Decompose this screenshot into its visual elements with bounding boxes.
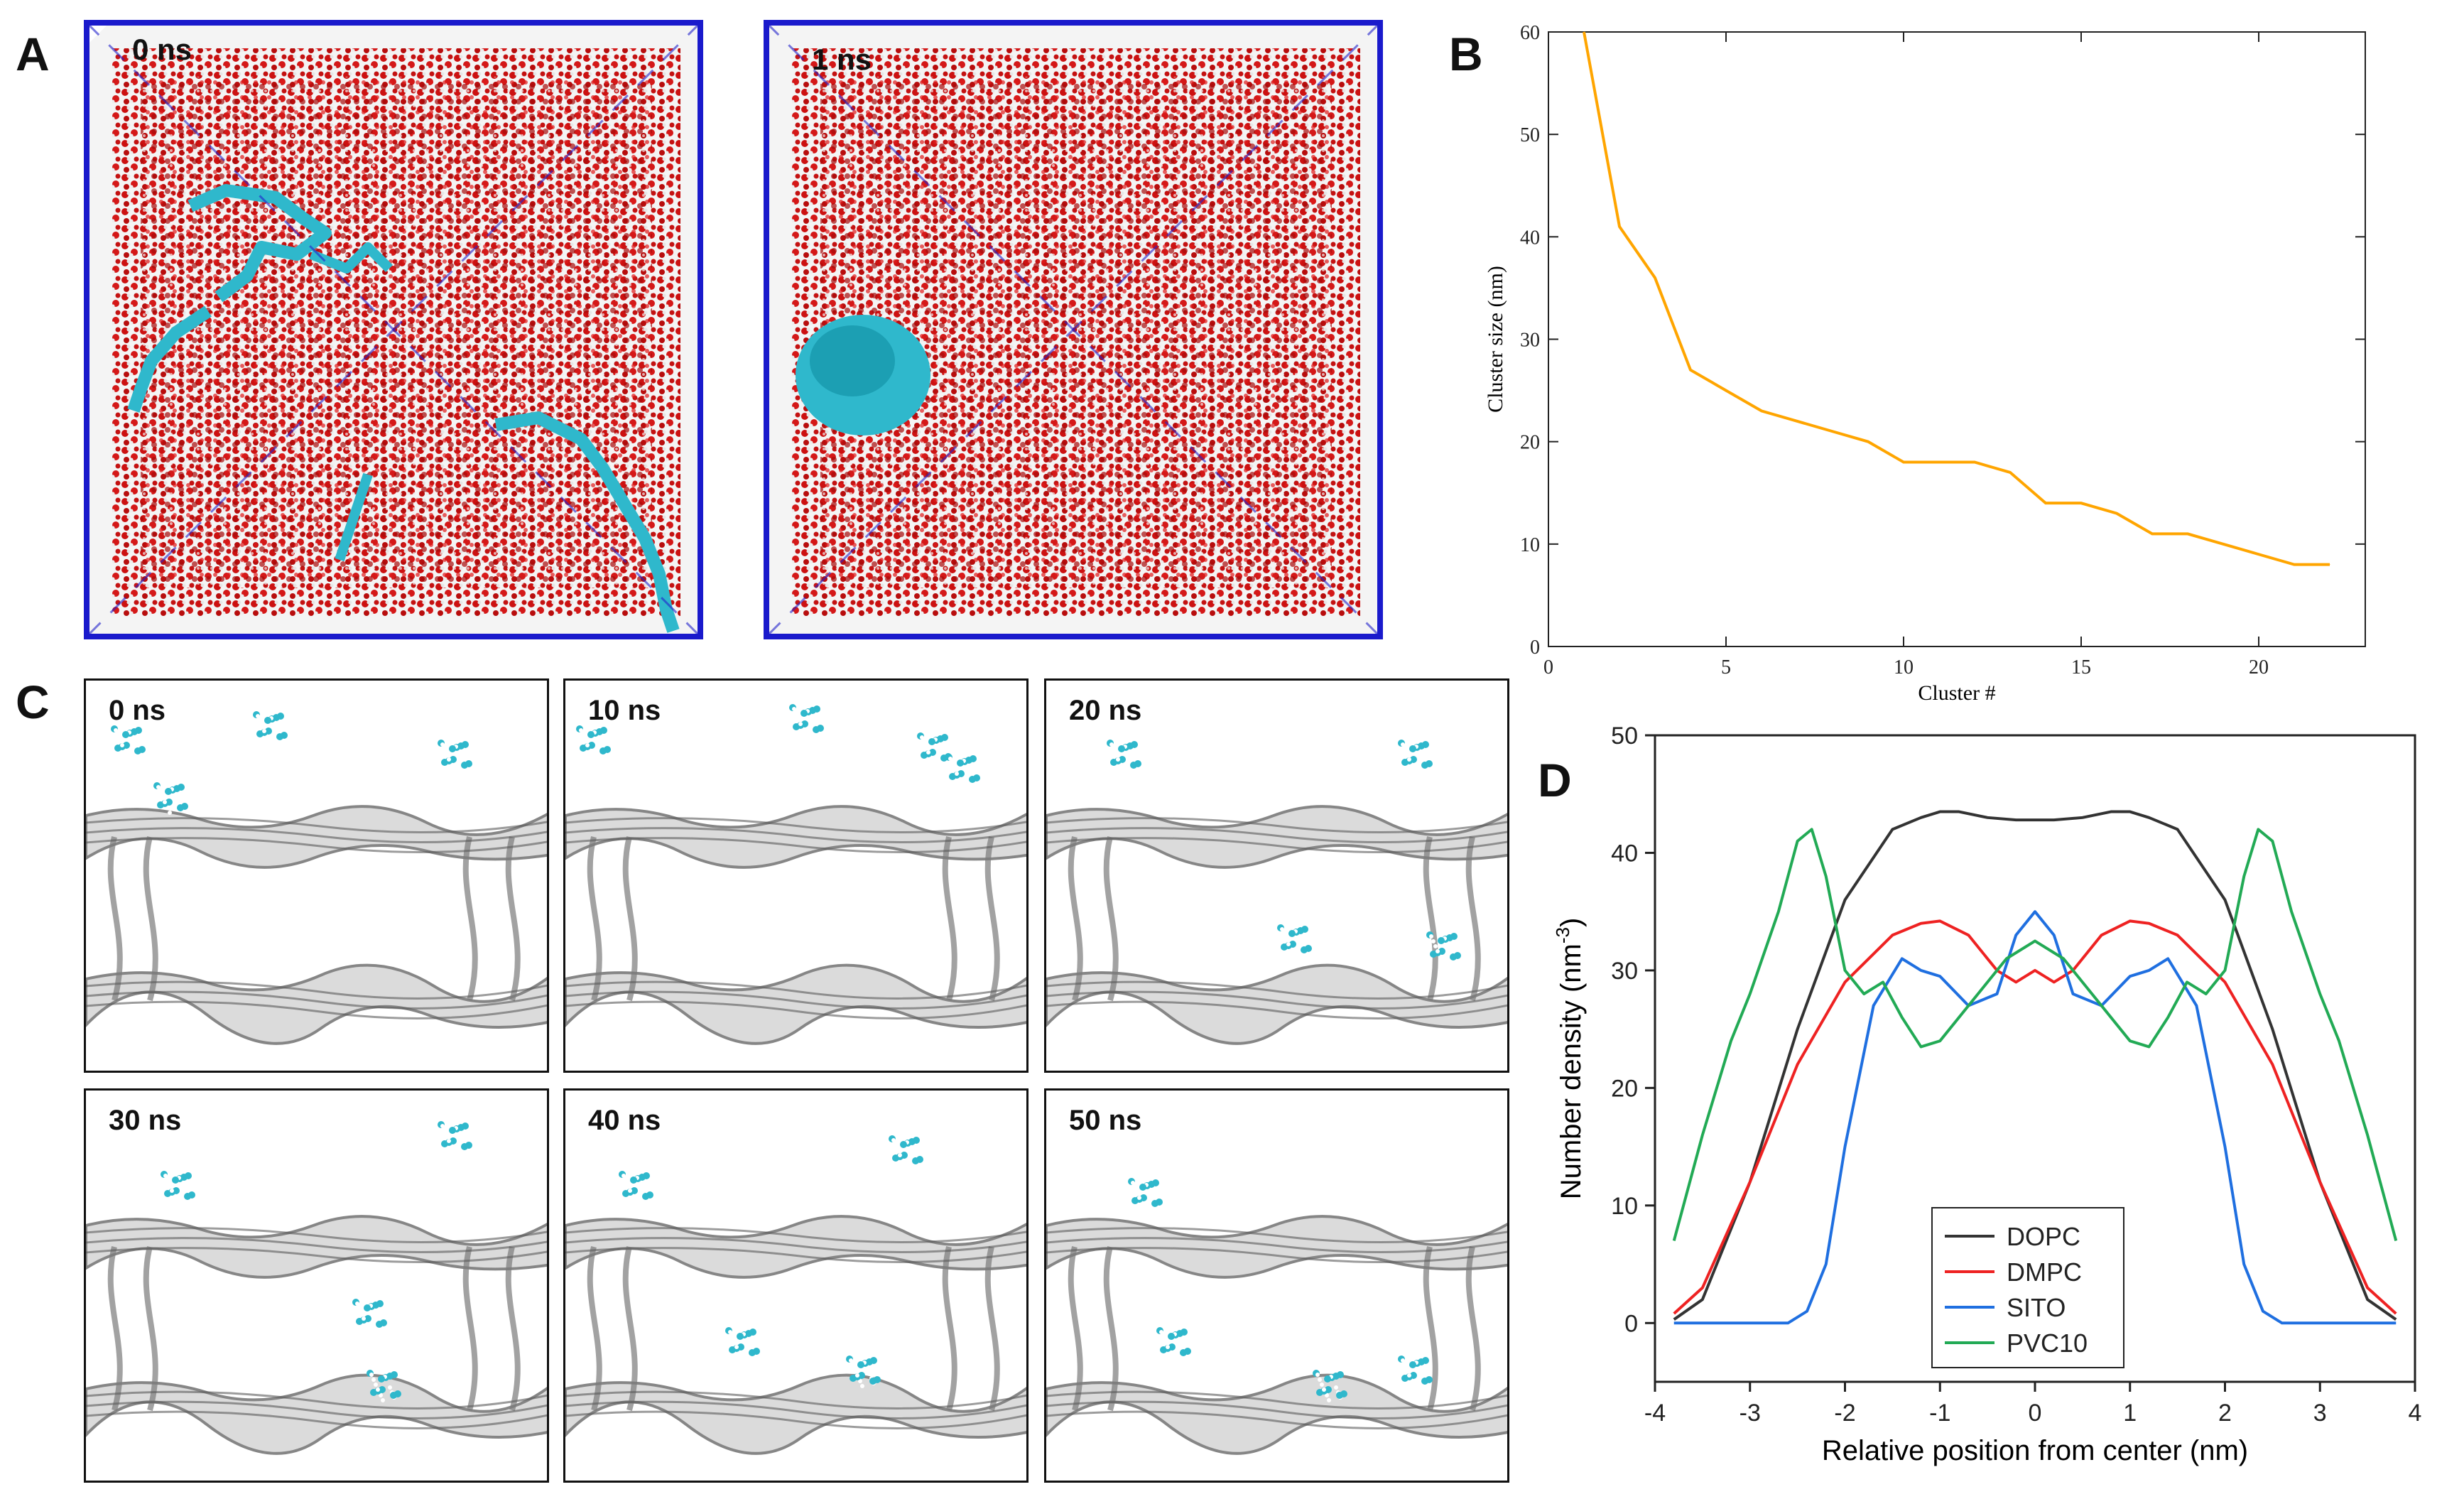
panel-a-right-snapshot: 1 ns [764,20,1383,639]
membrane-snapshot-time: 50 ns [1069,1105,1142,1136]
chart-b-xtick-label: 0 [1543,656,1553,678]
chart-d-xtick-label: -2 [1834,1400,1855,1427]
chart-b-axes: 0 5 10 15 20 0 10 20 30 40 50 60 [1520,22,2366,678]
water-box-right-image [764,20,1383,639]
chart-b-point [1583,31,1585,33]
chart-b-point [1619,226,1620,227]
chart-b-point [2080,502,2082,504]
chart-d-ytick-label: 30 [1611,958,1638,985]
chart-b-points [1583,31,2330,566]
chart-d-legend: DOPC DMPC SITO PVC10 [1931,1207,2124,1368]
panel-a-label: A [16,28,50,80]
chart-b-point [2294,564,2295,566]
chart-b-ylabel: Cluster size (nm) [1484,266,1507,413]
chart-b-point [1725,390,1727,391]
membrane-snapshot-time: 10 ns [588,695,661,726]
chart-d-legend-label: DMPC [2007,1257,2082,1287]
membrane-snapshot: 50 ns [1044,1088,1509,1483]
membrane-snapshot-time: 40 ns [588,1105,661,1136]
chart-b-xlabel: Cluster # [1918,681,1995,705]
panel-d-label: D [1538,754,1572,806]
chart-d-legend-label: DOPC [2007,1222,2080,1251]
chart-b-frame [1548,31,2366,647]
chart-d-ytick-label: 50 [1611,723,1638,750]
chart-d-ylabel-main: Number density (nm [1556,943,1587,1199]
membrane-snapshot: 30 ns [84,1088,549,1483]
chart-b-point [1690,369,1691,371]
chart-d-legend-label: SITO [2007,1293,2066,1322]
membrane-snapshot: 20 ns [1044,678,1509,1073]
chart-b-ytick-label: 40 [1520,227,1540,249]
chart-d-xtick-label: -3 [1740,1400,1761,1427]
panel-a-right-time: 1 ns [812,43,872,76]
chart-b-ytick-label: 20 [1520,432,1540,454]
chart-b-xtick-label: 5 [1721,656,1731,678]
chart-d-ylabel-sup: -3 [1552,927,1573,943]
panel-b-label: B [1449,28,1483,80]
membrane-image [1046,1091,1507,1481]
chart-d-legend-label: PVC10 [2007,1329,2088,1358]
chart-d-xtick-label: 3 [2313,1400,2327,1427]
membrane-snapshot-time: 20 ns [1069,695,1142,726]
chart-d-xtick-label: 1 [2123,1400,2137,1427]
chart-b-ytick-label: 60 [1520,22,1540,44]
chart-d-xtick-label: 0 [2029,1400,2042,1427]
membrane-snapshot-time: 0 ns [109,695,166,726]
cluster-size-chart: 0 5 10 15 20 0 10 20 30 40 50 60 Cluster # Cluster … [1484,22,2366,705]
membrane-image [86,1091,547,1481]
chart-d-line-dmpc [1673,919,2397,1315]
chart-d-xtick-label: 2 [2218,1400,2232,1427]
chart-d-ylabel: Number density (nm-3) [1552,918,1587,1200]
chart-b-ytick-label: 50 [1520,124,1540,146]
membrane-image [565,1091,1026,1481]
water-box-left-image [84,20,703,639]
chart-d-line-pvc10 [1672,828,2398,1241]
chart-d-ytick-label: 10 [1611,1193,1638,1220]
chart-b-xtick-label: 10 [1894,656,1914,678]
membrane-image [86,681,547,1071]
membrane-snapshot: 10 ns [563,678,1029,1073]
panel-a-left-time: 0 ns [132,33,192,66]
chart-b-series-line [1583,31,2330,566]
membrane-snapshot: 40 ns [563,1088,1029,1483]
membrane-image [565,681,1026,1071]
chart-d-ytick-label: 40 [1611,840,1638,867]
chart-d-series [1672,810,2398,1325]
panel-a-left-snapshot: 0 ns [84,20,703,639]
chart-b-xtick-label: 20 [2249,656,2269,678]
chart-d-xtick-label: -1 [1929,1400,1950,1427]
chart-b-point [2223,543,2224,545]
chart-b-xtick-label: 15 [2071,656,2091,678]
chart-d-xtick-label: -4 [1644,1400,1666,1427]
chart-d-line-sito [1673,910,2397,1325]
chart-d-xtick-label: 4 [2409,1400,2422,1427]
membrane-image [1046,681,1507,1071]
chart-d-ytick-label: 20 [1611,1075,1638,1102]
membrane-snapshot: 0 ns [84,678,549,1073]
chart-b-ytick-label: 30 [1520,330,1540,352]
chart-b-ytick-label: 10 [1520,534,1540,556]
chart-d-ytick-label: 0 [1624,1310,1638,1337]
chart-d-xlabel: Relative position from center (nm) [1822,1435,2248,1466]
panel-c-label: C [16,676,50,728]
membrane-snapshot-time: 30 ns [109,1105,182,1136]
chart-d-legend-box [1931,1207,2124,1368]
chart-d-ylabel-end: ) [1556,918,1587,927]
chart-b-point [1867,441,1869,443]
chart-d-line-dopc [1673,810,2397,1321]
chart-b-ytick-label: 0 [1530,637,1540,659]
